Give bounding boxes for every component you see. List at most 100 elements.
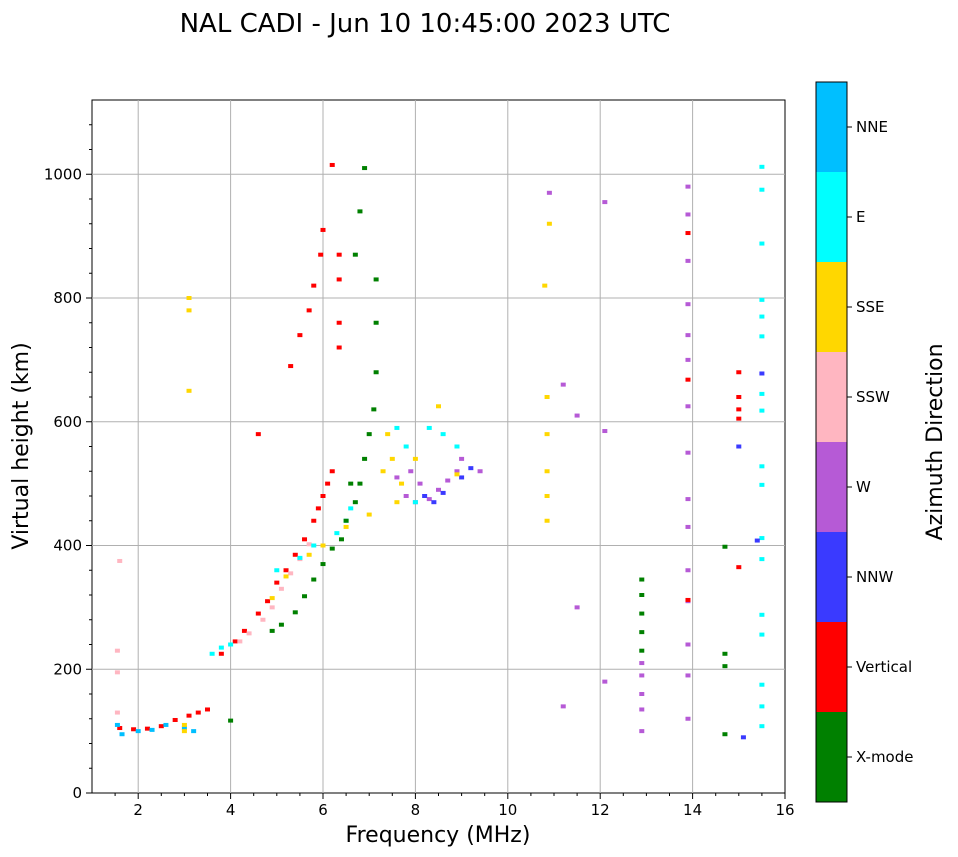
data-point-e [218,645,224,650]
data-point-e [412,500,418,505]
data-point-ssw [306,542,312,547]
data-point-nnw [422,494,428,498]
data-point-w [639,692,645,696]
data-point-x-mode [639,577,645,582]
data-point-ssw [237,639,243,644]
data-point-vertical [315,506,321,511]
data-point-ssw [260,617,266,622]
data-point-nne [135,729,141,734]
data-point-vertical [736,395,742,399]
colorbar-segment [816,352,847,442]
data-point-vertical [241,628,247,633]
data-point-x-mode [722,544,728,549]
data-point-x-mode [722,664,728,669]
data-point-e [426,425,432,430]
data-point-w [685,497,691,502]
data-point-sse [186,308,192,313]
data-point-ssw [246,631,252,636]
data-point-vertical [274,580,280,585]
data-point-ssw [114,648,120,653]
data-point-ssw [269,605,275,610]
data-point-e [759,334,765,339]
data-point-vertical [736,416,742,421]
data-point-vertical [255,611,261,616]
data-point-ssw [288,571,294,576]
data-point-nne [119,732,125,737]
data-point-ssw [117,558,123,563]
data-point-w [685,212,691,217]
data-point-w [685,568,691,573]
colorbar-label-vertical: Vertical [856,658,912,676]
data-point-x-mode [639,630,645,635]
data-point-w [459,456,465,461]
data-point-e [759,187,765,192]
colorbar-segment [816,262,847,352]
data-point-w [574,413,580,418]
data-point-vertical [736,565,742,570]
colorbar-label-e: E [856,208,865,226]
data-point-vertical [318,252,324,257]
data-point-vertical [205,707,210,712]
colorbar-label-nnw: NNW [856,568,893,586]
plot-area: 2 4 6 8 10 12 14 16 0 200 400 600 800 1000 [44,99,795,819]
data-point-vertical [685,231,691,236]
x-axis-label: Frequency (MHz) [346,823,531,848]
data-point-w [685,404,691,409]
data-point-w [685,333,691,338]
data-point-x-mode [362,166,368,171]
data-point-e [759,164,765,169]
data-point-nne [163,722,169,727]
data-point-e [759,682,765,687]
colorbar-label-x-mode: X-mode [856,748,913,766]
data-point-x-mode [228,718,234,723]
data-point-e [759,557,765,562]
chart-title: NAL CADI - Jun 10 10:45:00 2023 UTC [180,9,671,39]
data-point-e [348,506,354,511]
data-point-e [759,464,765,469]
data-point-sse [544,494,550,498]
data-point-nnw [759,371,765,376]
data-point-x-mode [357,481,363,486]
data-point-nne [191,729,197,734]
data-point-e [759,612,765,617]
data-point-x-mode [362,456,368,461]
data-point-e [209,651,215,656]
colorbar: X-mode Vertical NNW W SSW SSE E NNE [815,81,913,803]
data-point-ssw [114,710,120,715]
data-point-vertical [685,597,691,602]
data-point-vertical [336,320,342,325]
data-point-x-mode [352,252,358,257]
data-point-sse [544,518,550,523]
data-point-sse [343,524,349,529]
grid-lines [92,100,785,793]
data-point-w [602,429,608,434]
data-point-sse [544,432,550,437]
data-point-w [403,494,409,498]
data-point-x-mode [292,610,298,615]
data-point-vertical [311,283,317,288]
data-point-e [759,297,765,302]
data-point-vertical [144,726,150,731]
x-tick-label: 12 [591,801,610,819]
data-point-e [334,531,340,536]
data-point-vertical [336,277,342,282]
colorbar-segment [816,532,847,622]
x-axis-ticks: 2 4 6 8 10 12 14 16 [114,793,795,819]
data-point-w [574,605,580,610]
colorbar-frame [815,81,848,803]
data-point-sse [542,283,548,288]
plot-frame [91,99,786,794]
data-point-e [759,241,765,246]
data-point-sse [186,388,192,393]
data-point-vertical [283,568,289,573]
data-point-e [394,425,400,430]
data-point-w [408,469,414,474]
x-tick-label: 8 [411,801,421,819]
data-point-w [426,497,432,502]
data-point-sse [269,596,275,601]
data-point-w [560,382,566,387]
data-point-w [602,679,608,684]
data-point-vertical [685,377,691,382]
data-point-sse [186,296,192,300]
